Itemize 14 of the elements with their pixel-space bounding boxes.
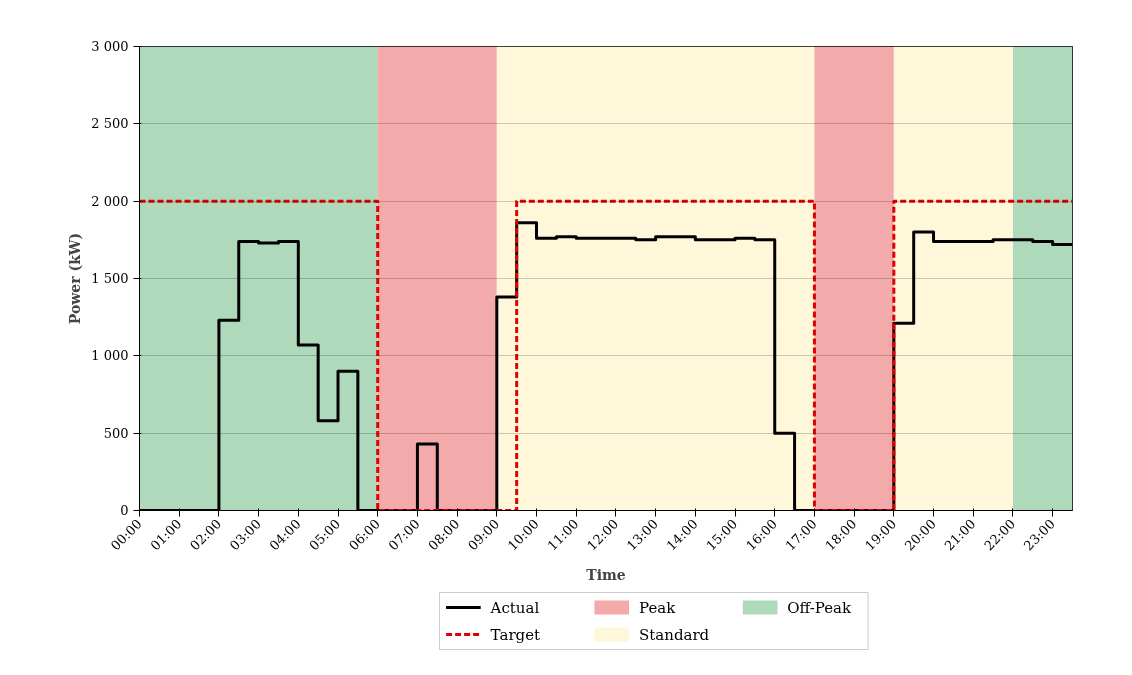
x-axis-title: Time [586, 566, 626, 583]
legend-label: Target [490, 625, 541, 644]
y-tick-label: 0 [120, 503, 129, 518]
legend-label: Peak [638, 598, 677, 617]
y-tick-label: 3 000 [91, 39, 129, 54]
y-tick-label: 1 500 [91, 271, 129, 286]
y-tick-label: 1 000 [91, 348, 129, 364]
y-axis-title: Power (kW) [67, 232, 84, 325]
y-tick-label: 2 500 [91, 116, 129, 132]
y-tick-label: 2 000 [91, 193, 129, 209]
y-tick-label: 500 [103, 425, 129, 441]
legend-label: Off-Peak [787, 598, 853, 617]
legend-label: Actual [489, 598, 540, 617]
legend-label: Standard [638, 625, 710, 644]
